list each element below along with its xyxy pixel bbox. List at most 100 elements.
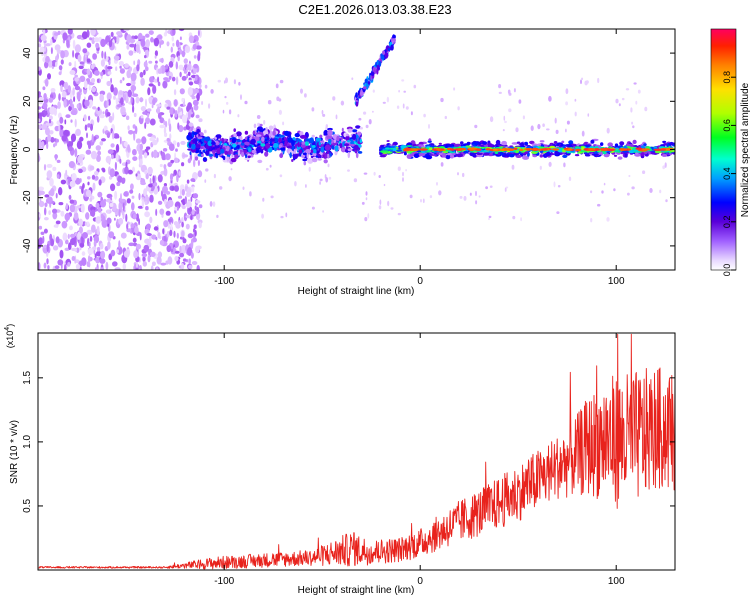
carrier-halo [524,141,529,146]
noise-cell [52,208,58,214]
noise-cell [173,230,176,238]
broadband-cell [240,142,245,146]
noise-cell [142,256,146,262]
noise-floor-cell [319,181,321,185]
broadband-cell [243,149,247,154]
noise-cell [101,138,106,142]
broadband-cell [291,139,295,147]
noise-cell [169,229,173,237]
noise-cell [106,80,112,87]
noise-floor-cell [581,130,585,137]
colorbar-ticks: 0.0 0.2 0.4 0.6 0.8 [722,71,736,276]
broadband-cell [292,153,298,160]
noise-cell [95,216,102,224]
spectrogram-x-label: Height of straight line (km) [298,286,415,297]
noise-cell [115,97,119,105]
carrier-halo [650,151,657,155]
noise-cell [130,183,134,190]
noise-cell [196,92,200,102]
noise-cell [182,154,189,158]
noise-cell [149,177,152,184]
noise-cell [138,149,143,156]
broadband-cell [351,129,358,133]
noise-cell [170,46,173,53]
noise-cell [95,145,102,151]
noise-floor-cell [440,97,444,103]
noise-cell [91,224,96,233]
broadband-cell [250,153,254,158]
noise-cell [78,168,83,174]
noise-cell [163,164,167,170]
noise-floor-cell [548,95,552,102]
noise-cell [193,55,197,59]
noise-cell [178,125,184,133]
noise-floor-cell [267,100,272,105]
noise-cell [174,255,179,262]
broadband-cell [226,156,230,162]
noise-cell [95,42,100,49]
noise-cell [154,50,158,57]
noise-cell [46,243,49,252]
broadband-cell [341,127,344,132]
carrier-peak [661,148,666,151]
noise-cell [143,61,148,68]
noise-cell [136,64,140,72]
broadband-cell [197,153,203,157]
noise-cell [90,150,98,160]
noise-floor-cell [664,162,667,168]
noise-cell [127,144,131,153]
noise-cell [161,151,166,161]
broadband-cell [278,144,283,149]
noise-cell [142,46,149,51]
noise-floor-cell [311,206,315,210]
noise-floor-cell [278,109,282,115]
noise-cell [121,177,126,184]
noise-cell [79,75,86,83]
noise-cell [69,90,73,99]
noise-cell [45,43,51,47]
carrier-halo [600,142,604,147]
noise-cell [116,104,123,108]
noise-floor-cell [420,199,422,203]
broadband-cell [266,136,269,141]
noise-cell [105,261,109,270]
broadband-cell [197,136,203,140]
carrier-peak [518,148,524,152]
carrier-halo [425,155,433,160]
noise-floor-cell [332,96,336,101]
noise-cell [89,165,95,171]
noise-cell [47,265,50,270]
noise-cell [69,199,75,204]
noise-cell [45,127,50,136]
broadband-cell [188,132,192,137]
broadband-cell [296,138,301,142]
noise-cell [74,44,81,53]
noise-cell [114,161,117,171]
noise-cell [178,171,182,176]
carrier-halo [515,154,522,158]
noise-floor-cell [387,200,390,207]
noise-floor-cell [475,200,478,205]
noise-cell [157,200,163,205]
noise-floor-cell [402,103,405,109]
carrier-halo [632,139,637,145]
noise-cell [173,89,177,96]
noise-cell [55,192,58,199]
noise-cell [171,36,174,42]
noise-cell [98,179,102,186]
noise-cell [40,34,47,42]
noise-cell [184,45,191,53]
carrier-halo [539,154,544,158]
colorbar-tick-label: 0.4 [722,167,732,180]
spectrogram-panel: -100 0 100 -40 -20 0 20 40 Height of straight … [9,28,676,297]
noise-cell [76,247,80,253]
noise-floor-cell [621,97,625,101]
carrier-halo [412,144,417,147]
y-tick-label: 0.5 [22,499,33,513]
noise-floor-cell [590,218,593,223]
noise-floor-cell [222,109,225,114]
noise-cell [74,118,77,128]
noise-cell [144,169,148,175]
carrier-halo [379,154,386,158]
broadband-cell [303,161,307,166]
